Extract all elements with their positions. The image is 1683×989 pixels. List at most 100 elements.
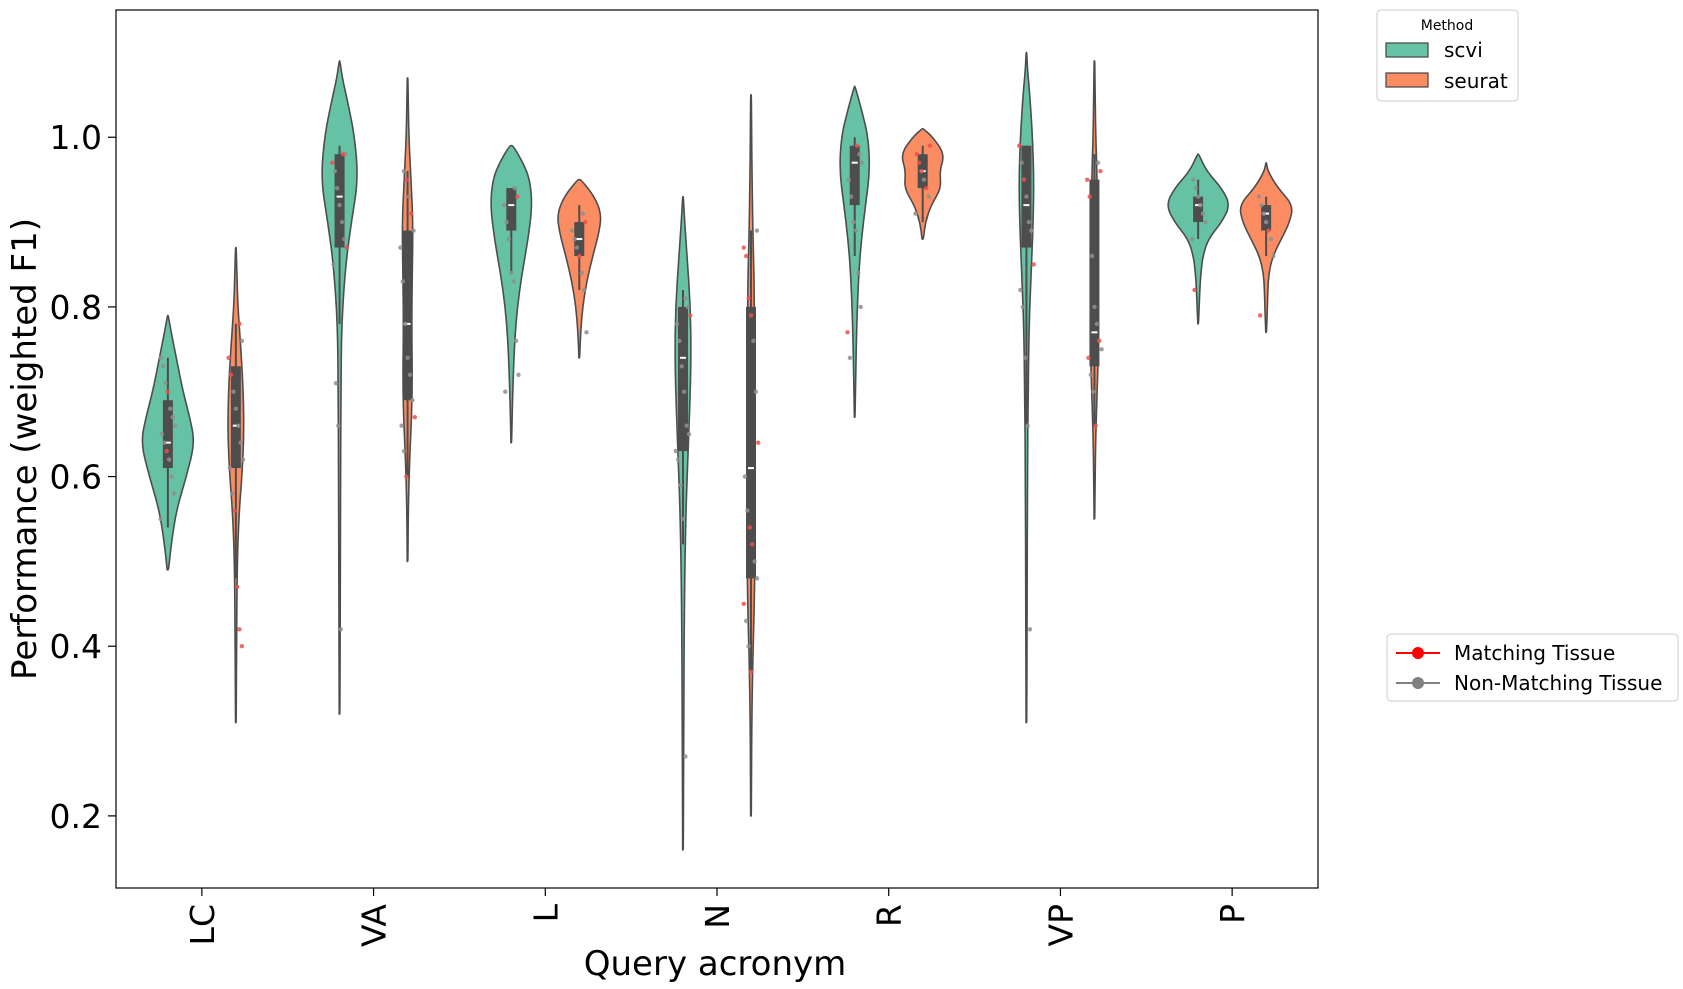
point-matching bbox=[228, 372, 234, 377]
point-matching bbox=[1021, 177, 1027, 182]
point-nonmatching bbox=[405, 355, 410, 361]
violin-iqr-box bbox=[334, 154, 345, 248]
point-nonmatching bbox=[1026, 219, 1032, 225]
point-matching bbox=[1266, 228, 1271, 233]
point-nonmatching bbox=[1095, 160, 1101, 165]
point-nonmatching bbox=[853, 228, 859, 233]
point-nonmatching bbox=[676, 457, 681, 462]
x-tick-label-n: N bbox=[698, 904, 737, 929]
y-axis-label: Performance (weighted F1) bbox=[5, 218, 45, 680]
point-nonmatching bbox=[580, 211, 586, 216]
point-nonmatching bbox=[331, 262, 336, 267]
point-nonmatching bbox=[1261, 211, 1266, 216]
point-nonmatching bbox=[1094, 321, 1100, 327]
point-matching bbox=[344, 245, 349, 250]
point-nonmatching bbox=[1089, 253, 1095, 259]
violin-scvi-l bbox=[490, 144, 533, 444]
violin-scvi-p bbox=[1167, 153, 1229, 325]
point-nonmatching bbox=[338, 627, 343, 632]
point-nonmatching bbox=[1193, 185, 1198, 191]
point-nonmatching bbox=[745, 508, 750, 513]
point-nonmatching bbox=[169, 474, 174, 479]
point-nonmatching bbox=[1195, 194, 1201, 199]
point-nonmatching bbox=[406, 194, 411, 199]
point-nonmatching bbox=[401, 168, 407, 174]
point-matching bbox=[412, 414, 417, 420]
point-matching bbox=[845, 330, 850, 335]
point-nonmatching bbox=[680, 516, 686, 522]
point-nonmatching bbox=[686, 431, 692, 437]
point-nonmatching bbox=[752, 559, 757, 564]
point-nonmatching bbox=[1099, 347, 1104, 352]
point-matching bbox=[744, 253, 749, 259]
point-nonmatching bbox=[170, 414, 175, 420]
violin-iqr-box bbox=[849, 145, 860, 206]
point-nonmatching bbox=[751, 338, 756, 344]
point-nonmatching bbox=[679, 364, 684, 369]
y-tick-label: 0.4 bbox=[50, 627, 102, 666]
point-matching bbox=[515, 194, 520, 199]
violin-seurat-vp bbox=[1085, 60, 1104, 520]
point-nonmatching bbox=[333, 381, 339, 386]
violin-iqr-box bbox=[1193, 196, 1204, 223]
violin-body bbox=[490, 144, 533, 444]
point-nonmatching bbox=[509, 270, 514, 276]
violin-iqr-box bbox=[1261, 205, 1272, 231]
point-nonmatching bbox=[159, 431, 165, 437]
y-tick-label: 0.8 bbox=[50, 288, 102, 327]
violin-body bbox=[1167, 153, 1229, 325]
point-nonmatching bbox=[503, 389, 508, 394]
x-tick-label-r: R bbox=[870, 904, 909, 927]
point-nonmatching bbox=[572, 236, 577, 242]
violin-scvi-va bbox=[321, 60, 358, 715]
point-matching bbox=[232, 508, 237, 513]
violin-iqr-box bbox=[402, 230, 413, 401]
violin-iqr-box bbox=[746, 306, 756, 579]
point-matching bbox=[914, 152, 919, 157]
point-nonmatching bbox=[1024, 194, 1029, 199]
y-tick-label: 0.6 bbox=[50, 458, 102, 497]
point-nonmatching bbox=[516, 372, 521, 377]
point-nonmatching bbox=[685, 304, 690, 310]
point-nonmatching bbox=[584, 330, 589, 335]
point-nonmatching bbox=[399, 423, 404, 428]
point-nonmatching bbox=[754, 228, 760, 233]
point-nonmatching bbox=[336, 423, 341, 428]
point-matching bbox=[1257, 313, 1263, 318]
point-nonmatching bbox=[401, 448, 407, 454]
method-legend-title: Method bbox=[1421, 18, 1474, 34]
point-nonmatching bbox=[1189, 236, 1195, 242]
point-matching bbox=[226, 355, 231, 361]
violin-seurat-va bbox=[398, 77, 417, 563]
violin-iqr-box bbox=[678, 306, 688, 452]
point-matching bbox=[1017, 143, 1022, 148]
point-nonmatching bbox=[238, 440, 243, 445]
violin-iqr-box bbox=[230, 366, 241, 469]
point-nonmatching bbox=[581, 287, 587, 293]
point-matching bbox=[404, 474, 409, 479]
point-nonmatching bbox=[921, 177, 927, 182]
tissue-legend-frame bbox=[1386, 633, 1679, 702]
point-nonmatching bbox=[1091, 389, 1096, 394]
point-nonmatching bbox=[1191, 177, 1196, 182]
point-nonmatching bbox=[683, 296, 688, 301]
point-matching bbox=[854, 143, 860, 148]
point-nonmatching bbox=[742, 474, 748, 479]
point-nonmatching bbox=[231, 389, 236, 394]
violin-iqr-box bbox=[162, 400, 173, 469]
legend-label-scvi: scvi bbox=[1444, 38, 1483, 62]
point-matching bbox=[340, 152, 346, 157]
violin-body bbox=[321, 60, 358, 715]
violin-scvi-r bbox=[839, 85, 871, 418]
point-nonmatching bbox=[744, 618, 749, 623]
point-nonmatching bbox=[400, 279, 405, 284]
violins-layer bbox=[141, 51, 1293, 851]
point-matching bbox=[1085, 177, 1090, 182]
point-nonmatching bbox=[856, 270, 861, 276]
point-nonmatching bbox=[746, 644, 751, 649]
point-nonmatching bbox=[168, 406, 173, 411]
violin-scvi-vp bbox=[1017, 51, 1036, 724]
point-matching bbox=[916, 160, 922, 165]
x-tick-label-l: L bbox=[526, 903, 565, 922]
point-nonmatching bbox=[407, 372, 413, 377]
